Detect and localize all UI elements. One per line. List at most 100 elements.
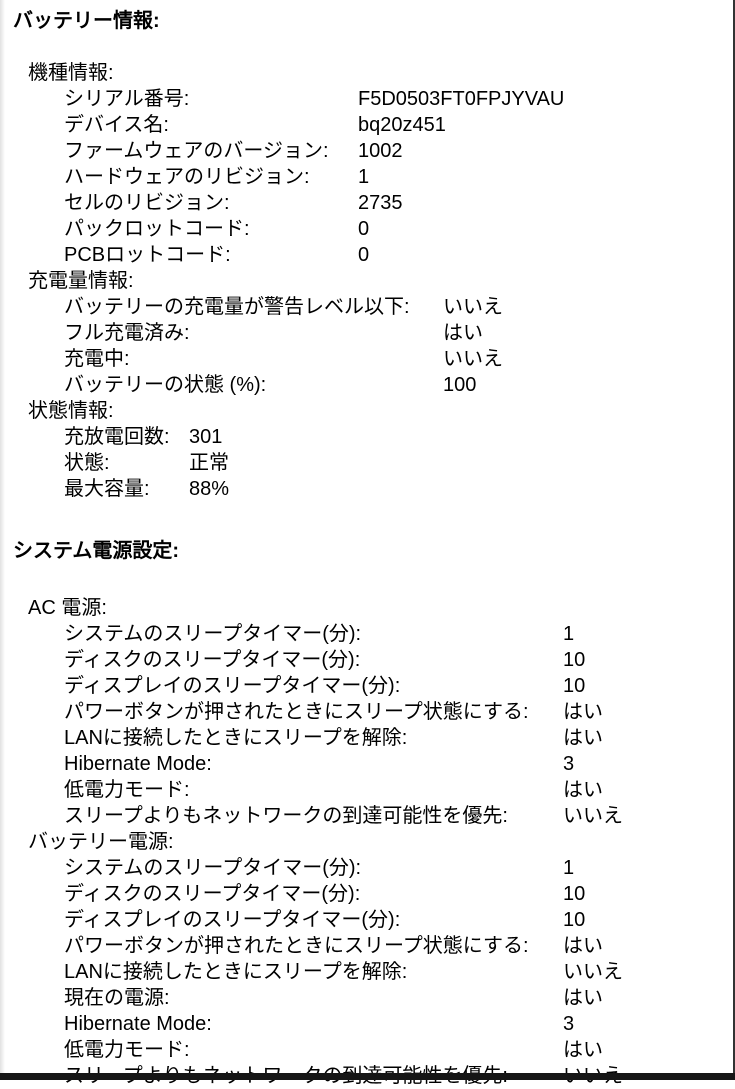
info-row: PCBロットコード: 0 bbox=[13, 242, 735, 268]
info-row: デバイス名: bq20z451 bbox=[13, 112, 735, 138]
info-label: Hibernate Mode: bbox=[64, 753, 212, 775]
info-label: バッテリーの充電量が警告レベル以下: bbox=[64, 296, 410, 318]
info-label: パックロットコード: bbox=[64, 218, 250, 240]
info-row: ディスプレイのスリープタイマー(分): 10 bbox=[13, 673, 735, 699]
info-row: Hibernate Mode: 3 bbox=[13, 751, 735, 777]
system-power-settings-title: システム電源設定: bbox=[13, 540, 180, 562]
info-value: はい bbox=[563, 935, 603, 957]
info-label: LANに接続したときにスリープを解除: bbox=[64, 727, 408, 749]
info-row: 現在の電源: はい bbox=[13, 985, 735, 1011]
info-label: パワーボタンが押されたときにスリープ状態にする: bbox=[64, 935, 529, 957]
info-value: 10 bbox=[563, 675, 586, 697]
info-value: 1002 bbox=[358, 140, 403, 162]
info-value: 1 bbox=[358, 166, 370, 188]
info-value: 10 bbox=[563, 883, 586, 905]
info-label: ハードウェアのリビジョン: bbox=[64, 166, 310, 188]
info-value: 88% bbox=[189, 478, 230, 500]
info-row: パワーボタンが押されたときにスリープ状態にする: はい bbox=[13, 933, 735, 959]
info-row: Hibernate Mode: 3 bbox=[13, 1011, 735, 1037]
info-row: セルのリビジョン: 2735 bbox=[13, 190, 735, 216]
info-row: 充電中: いいえ bbox=[13, 346, 735, 372]
info-value: はい bbox=[563, 701, 603, 723]
info-value: はい bbox=[563, 1039, 603, 1061]
section-battery-power: バッテリー電源: システムのスリープタイマー(分): 1 ディスクのスリープタイマー(… bbox=[13, 829, 735, 1089]
section-charge-info: 充電量情報: バッテリーの充電量が警告レベル以下: いいえ フル充電済み: はい 充電中:… bbox=[13, 268, 735, 398]
power-sections: AC 電源: システムのスリープタイマー(分): 1 ディスクのスリープタイマー(分)… bbox=[13, 595, 735, 1089]
info-label: スリープよりもネットワークの到達可能性を優先: bbox=[64, 805, 508, 827]
info-row: ディスクのスリープタイマー(分): 10 bbox=[13, 881, 735, 907]
info-label: システムのスリープタイマー(分): bbox=[64, 857, 362, 879]
info-label: ディスクのスリープタイマー(分): bbox=[64, 883, 361, 905]
info-label: 状態: bbox=[64, 452, 110, 474]
info-row: LANに接続したときにスリープを解除: いいえ bbox=[13, 959, 735, 985]
subsection-title: 機種情報: bbox=[28, 62, 114, 84]
info-label: ディスプレイのスリープタイマー(分): bbox=[64, 909, 401, 931]
subsection-title: 充電量情報: bbox=[28, 270, 134, 292]
info-label: システムのスリープタイマー(分): bbox=[64, 623, 362, 645]
info-row: シリアル番号: F5D0503FT0FPJYVAU bbox=[13, 86, 735, 112]
info-value: 0 bbox=[358, 244, 370, 266]
info-value: いいえ bbox=[443, 296, 503, 318]
battery-sections: 機種情報: シリアル番号: F5D0503FT0FPJYVAU デバイス名: bq20z… bbox=[13, 60, 735, 502]
spacer bbox=[13, 34, 735, 60]
info-row: バッテリーの充電量が警告レベル以下: いいえ bbox=[13, 294, 735, 320]
info-label: LANに接続したときにスリープを解除: bbox=[64, 961, 408, 983]
info-value: はい bbox=[563, 727, 603, 749]
info-value: 3 bbox=[563, 753, 575, 775]
section-model-info: 機種情報: シリアル番号: F5D0503FT0FPJYVAU デバイス名: bq20z… bbox=[13, 60, 735, 268]
subsection-title: 状態情報: bbox=[28, 400, 114, 422]
spacer bbox=[13, 502, 735, 538]
bottom-edge-bar bbox=[0, 1073, 735, 1080]
info-row: スリープよりもネットワークの到達可能性を優先: いいえ bbox=[13, 803, 735, 829]
subsection-title: AC 電源: bbox=[28, 597, 107, 619]
info-label: セルのリビジョン: bbox=[64, 192, 230, 214]
info-label: フル充電済み: bbox=[64, 322, 190, 344]
info-value: いいえ bbox=[443, 348, 503, 370]
info-value: いいえ bbox=[563, 805, 623, 827]
info-value: 1 bbox=[563, 857, 575, 879]
info-value: はい bbox=[563, 779, 603, 801]
info-row: LANに接続したときにスリープを解除: はい bbox=[13, 725, 735, 751]
info-value: 10 bbox=[563, 649, 586, 671]
info-label: ファームウェアのバージョン: bbox=[64, 140, 329, 162]
info-value: 3 bbox=[563, 1013, 575, 1035]
info-label: 最大容量: bbox=[64, 478, 150, 500]
info-label: 充電中: bbox=[64, 348, 130, 370]
info-value: 2735 bbox=[358, 192, 403, 214]
info-value: 1 bbox=[563, 623, 575, 645]
info-label: ディスクのスリープタイマー(分): bbox=[64, 649, 361, 671]
info-value: いいえ bbox=[563, 961, 623, 983]
info-row: ディスプレイのスリープタイマー(分): 10 bbox=[13, 907, 735, 933]
info-label: デバイス名: bbox=[64, 114, 169, 136]
info-label: 現在の電源: bbox=[64, 987, 170, 1009]
info-value: 0 bbox=[358, 218, 370, 240]
info-label: シリアル番号: bbox=[64, 88, 190, 110]
subsection-title: バッテリー電源: bbox=[28, 831, 174, 853]
info-label: パワーボタンが押されたときにスリープ状態にする: bbox=[64, 701, 529, 723]
info-label: 低電力モード: bbox=[64, 1039, 190, 1061]
info-row: バッテリーの状態 (%): 100 bbox=[13, 372, 735, 398]
info-row: ハードウェアのリビジョン: 1 bbox=[13, 164, 735, 190]
info-label: PCBロットコード: bbox=[64, 244, 231, 266]
info-label: 充放電回数: bbox=[64, 426, 170, 448]
section-ac-power: AC 電源: システムのスリープタイマー(分): 1 ディスクのスリープタイマー(分)… bbox=[13, 595, 735, 829]
info-label: バッテリーの状態 (%): bbox=[64, 374, 267, 396]
info-row: 充放電回数: 301 bbox=[13, 424, 735, 450]
info-value: 100 bbox=[443, 374, 477, 396]
spacer bbox=[13, 564, 735, 595]
info-value: bq20z451 bbox=[358, 114, 446, 136]
info-value: F5D0503FT0FPJYVAU bbox=[358, 88, 565, 110]
window-divider-line bbox=[733, 0, 735, 1080]
info-value: 301 bbox=[189, 426, 223, 448]
info-value: はい bbox=[563, 987, 603, 1009]
info-row: 低電力モード: はい bbox=[13, 1037, 735, 1063]
info-value: 正常 bbox=[189, 452, 229, 474]
info-row: システムのスリープタイマー(分): 1 bbox=[13, 621, 735, 647]
info-row: システムのスリープタイマー(分): 1 bbox=[13, 855, 735, 881]
info-row: ディスクのスリープタイマー(分): 10 bbox=[13, 647, 735, 673]
info-row: 状態: 正常 bbox=[13, 450, 735, 476]
info-row: パックロットコード: 0 bbox=[13, 216, 735, 242]
info-label: 低電力モード: bbox=[64, 779, 190, 801]
